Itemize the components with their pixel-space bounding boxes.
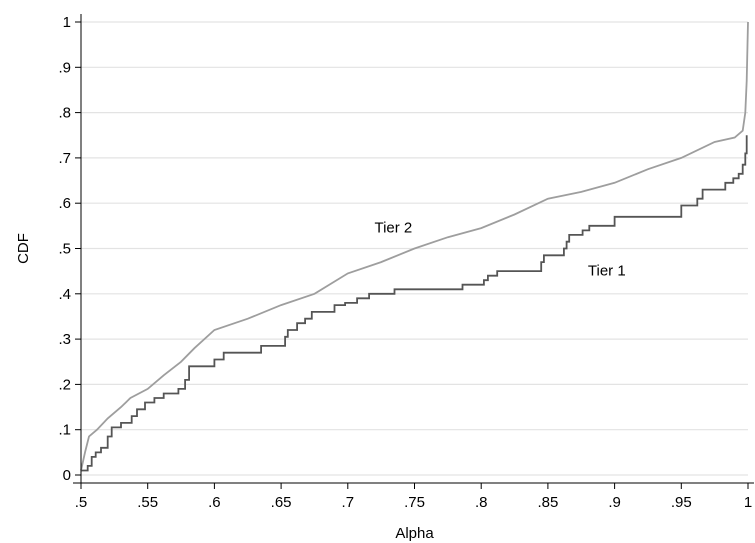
y-tick-label: .2 <box>58 376 71 393</box>
x-tick-label: .85 <box>537 494 558 511</box>
y-tick-label: .8 <box>58 105 71 122</box>
series-label-tier-2: Tier 2 <box>374 220 412 237</box>
series-line-tier-1 <box>81 135 748 472</box>
x-tick-label: .75 <box>404 494 425 511</box>
axes: 0 .1 .2 .3 .4 .5 .6 .7 .8 .9 1 .5 .55 .6 .65 .7 .75 .8 .85… <box>58 14 754 511</box>
y-tick-label: .7 <box>58 150 71 167</box>
series-label-tier-1: Tier 1 <box>588 263 626 280</box>
y-tick-label: .9 <box>58 59 71 76</box>
y-tick-label: .3 <box>58 331 71 348</box>
x-tick-label: .8 <box>475 494 488 511</box>
y-tick-label: .1 <box>58 422 71 439</box>
x-tick-label: .55 <box>137 494 158 511</box>
x-tick-label: .7 <box>342 494 355 511</box>
series-line-tier-2 <box>80 21 749 471</box>
series-labels: Tier 1 Tier 2 <box>374 220 625 280</box>
y-tick-label: .6 <box>58 195 71 212</box>
y-tick-label: 1 <box>63 14 71 31</box>
y-tick-label: .4 <box>58 286 71 303</box>
x-tick-label: .9 <box>608 494 621 511</box>
series-lines <box>80 21 749 472</box>
y-axis-title: CDF <box>15 233 32 264</box>
x-axis-title: Alpha <box>395 525 434 542</box>
x-tick-label: .6 <box>208 494 221 511</box>
y-tick-label: .5 <box>58 241 71 258</box>
x-tick-label: .5 <box>75 494 88 511</box>
y-tick-label: 0 <box>63 467 71 484</box>
x-tick-label: .95 <box>671 494 692 511</box>
x-tick-label: 1 <box>744 494 752 511</box>
x-tick-label: .65 <box>271 494 292 511</box>
